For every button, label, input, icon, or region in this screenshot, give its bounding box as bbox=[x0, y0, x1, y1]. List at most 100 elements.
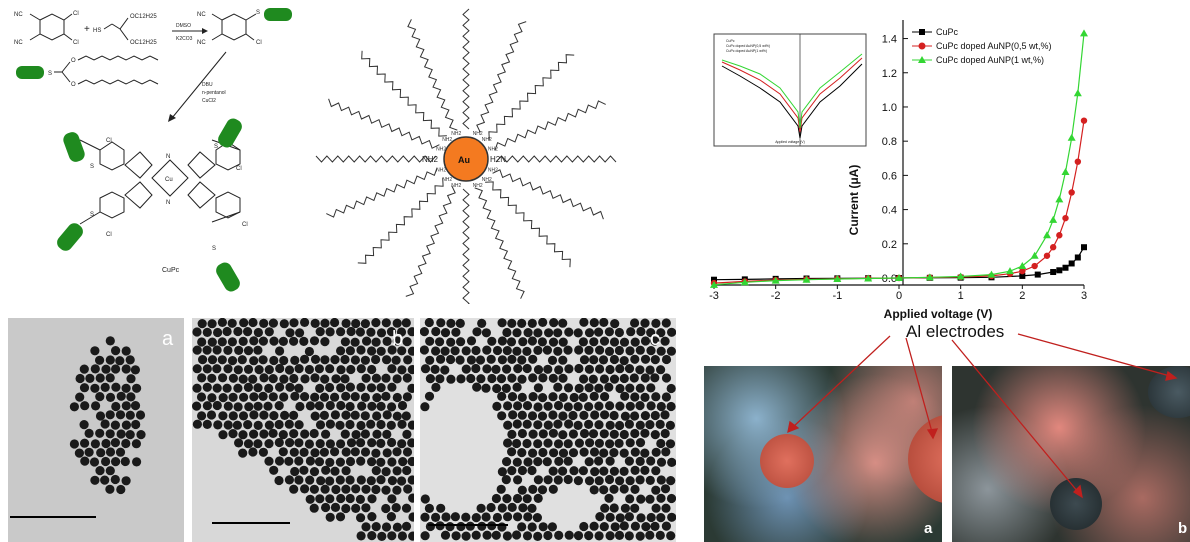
ligand-head-label: NH2 bbox=[488, 146, 498, 152]
nanoparticle-dot bbox=[336, 475, 345, 484]
nanoparticle-dot bbox=[295, 364, 304, 373]
nanoparticle-dot bbox=[280, 411, 289, 420]
annotation-arrows bbox=[700, 320, 1190, 542]
nanoparticle-dot bbox=[285, 365, 294, 374]
nanoparticle-dot bbox=[85, 448, 94, 457]
nanoparticle-dot bbox=[626, 438, 635, 447]
nanoparticle-dot bbox=[336, 365, 345, 374]
ligand-chain bbox=[496, 156, 616, 162]
nanoparticle-dot bbox=[243, 420, 252, 429]
nanoparticle-dot bbox=[565, 531, 574, 540]
nanoparticle-dot bbox=[549, 467, 558, 476]
nanoparticle-dot bbox=[610, 430, 619, 439]
data-point bbox=[1081, 244, 1087, 250]
nanoparticle-dot bbox=[91, 439, 100, 448]
nanoparticle-dot bbox=[131, 401, 140, 410]
nanoparticle-dot bbox=[381, 374, 390, 383]
nanoparticle-dot bbox=[620, 392, 629, 401]
nanoparticle-dot bbox=[131, 365, 140, 374]
reagent-cl-1: Cl bbox=[73, 11, 79, 17]
nanoparticle-dot bbox=[289, 429, 298, 438]
nanoparticle-dot bbox=[611, 522, 620, 531]
nanoparticle-dot bbox=[564, 383, 573, 392]
nanoparticle-dot bbox=[543, 346, 552, 355]
nanoparticle-dot bbox=[269, 466, 278, 475]
nanoparticle-dot bbox=[393, 412, 402, 421]
nanoparticle-dot bbox=[502, 457, 511, 466]
nanoparticle-dot bbox=[446, 355, 455, 364]
nanoparticle-dot bbox=[382, 355, 391, 364]
nanoparticle-dot bbox=[589, 429, 598, 438]
nanoparticle-dot bbox=[310, 448, 319, 457]
nanoparticle-dot bbox=[650, 522, 659, 531]
nanoparticle-dot bbox=[408, 532, 414, 541]
x-tick-label: -3 bbox=[709, 290, 719, 302]
nanoparticle-dot bbox=[218, 411, 227, 420]
nanoparticle-dot bbox=[564, 364, 573, 373]
nanoparticle-dot bbox=[507, 447, 516, 456]
nanoparticle-dot bbox=[456, 355, 465, 364]
nanoparticle-dot bbox=[253, 439, 262, 448]
nanoparticle-dot bbox=[244, 383, 253, 392]
nanoparticle-dot bbox=[518, 429, 527, 438]
nanoparticle-dot bbox=[249, 336, 258, 345]
nanoparticle-dot bbox=[594, 384, 603, 393]
nanoparticle-dot bbox=[254, 421, 263, 430]
nanoparticle-dot bbox=[106, 373, 115, 382]
nanoparticle-dot bbox=[101, 439, 110, 448]
nanoparticle-dot bbox=[662, 318, 671, 327]
nanoparticle-dot bbox=[213, 384, 222, 393]
nanoparticle-dot bbox=[472, 513, 481, 522]
nanoparticle-dot bbox=[533, 328, 542, 337]
nanoparticle-dot bbox=[285, 328, 294, 337]
nanoparticle-dot bbox=[342, 466, 351, 475]
pc-green-group-icon-2 bbox=[216, 116, 245, 150]
nanoparticle-dot bbox=[599, 467, 608, 476]
nanoparticle-dot bbox=[326, 327, 335, 336]
nanoparticle-dot bbox=[361, 522, 370, 531]
nanoparticle-dot bbox=[315, 384, 324, 393]
x-tick-label: 0 bbox=[896, 290, 902, 302]
nanoparticle-dot bbox=[115, 356, 124, 365]
nanoparticle-dot bbox=[106, 355, 115, 364]
nanoparticle-dot bbox=[111, 438, 120, 447]
nanoparticle-dot bbox=[126, 430, 135, 439]
nanoparticle-dot bbox=[126, 392, 135, 401]
nanoparticle-dot bbox=[203, 346, 212, 355]
data-point bbox=[1080, 29, 1088, 36]
nanoparticle-dot bbox=[666, 421, 675, 430]
nanoparticle-dot bbox=[393, 374, 402, 383]
nanoparticle-dot bbox=[111, 475, 120, 484]
nanoparticle-dot bbox=[299, 337, 308, 346]
nanoparticle-dot bbox=[407, 327, 414, 336]
nanoparticle-dot bbox=[265, 421, 274, 430]
nanoparticle-dot bbox=[636, 532, 645, 541]
nanoparticle-dot bbox=[289, 374, 298, 383]
nanoparticle-dot bbox=[300, 484, 309, 493]
product-nc-2: NC bbox=[197, 40, 206, 46]
green-group-legend-icon bbox=[16, 66, 44, 79]
nanoparticle-dot bbox=[233, 327, 242, 336]
ligand-chain bbox=[489, 55, 574, 140]
nanoparticle-dot bbox=[198, 319, 207, 328]
nanoparticle-dot bbox=[218, 355, 227, 364]
nanoparticle-dot bbox=[529, 392, 538, 401]
nanoparticle-dot bbox=[647, 401, 656, 410]
nanoparticle-dot bbox=[574, 345, 583, 354]
nanoparticle-dot bbox=[507, 374, 516, 383]
nanoparticle-dot bbox=[377, 383, 386, 392]
nanoparticle-dot bbox=[497, 485, 506, 494]
nanoparticle-dot bbox=[662, 355, 671, 364]
nanoparticle-dot bbox=[636, 457, 645, 466]
au-core-label: Au bbox=[458, 155, 470, 165]
nanoparticle-dot bbox=[656, 420, 665, 429]
nanoparticle-dot bbox=[599, 485, 608, 494]
nanoparticle-dot bbox=[517, 522, 526, 531]
nanoparticle-dot bbox=[569, 448, 578, 457]
nanoparticle-dot bbox=[513, 494, 522, 503]
nanoparticle-dot bbox=[213, 328, 222, 337]
nanoparticle-dot bbox=[398, 401, 407, 410]
plus-sign: + bbox=[84, 24, 90, 35]
tem-panel-c: c bbox=[420, 318, 676, 542]
nanoparticle-dot bbox=[574, 328, 583, 337]
